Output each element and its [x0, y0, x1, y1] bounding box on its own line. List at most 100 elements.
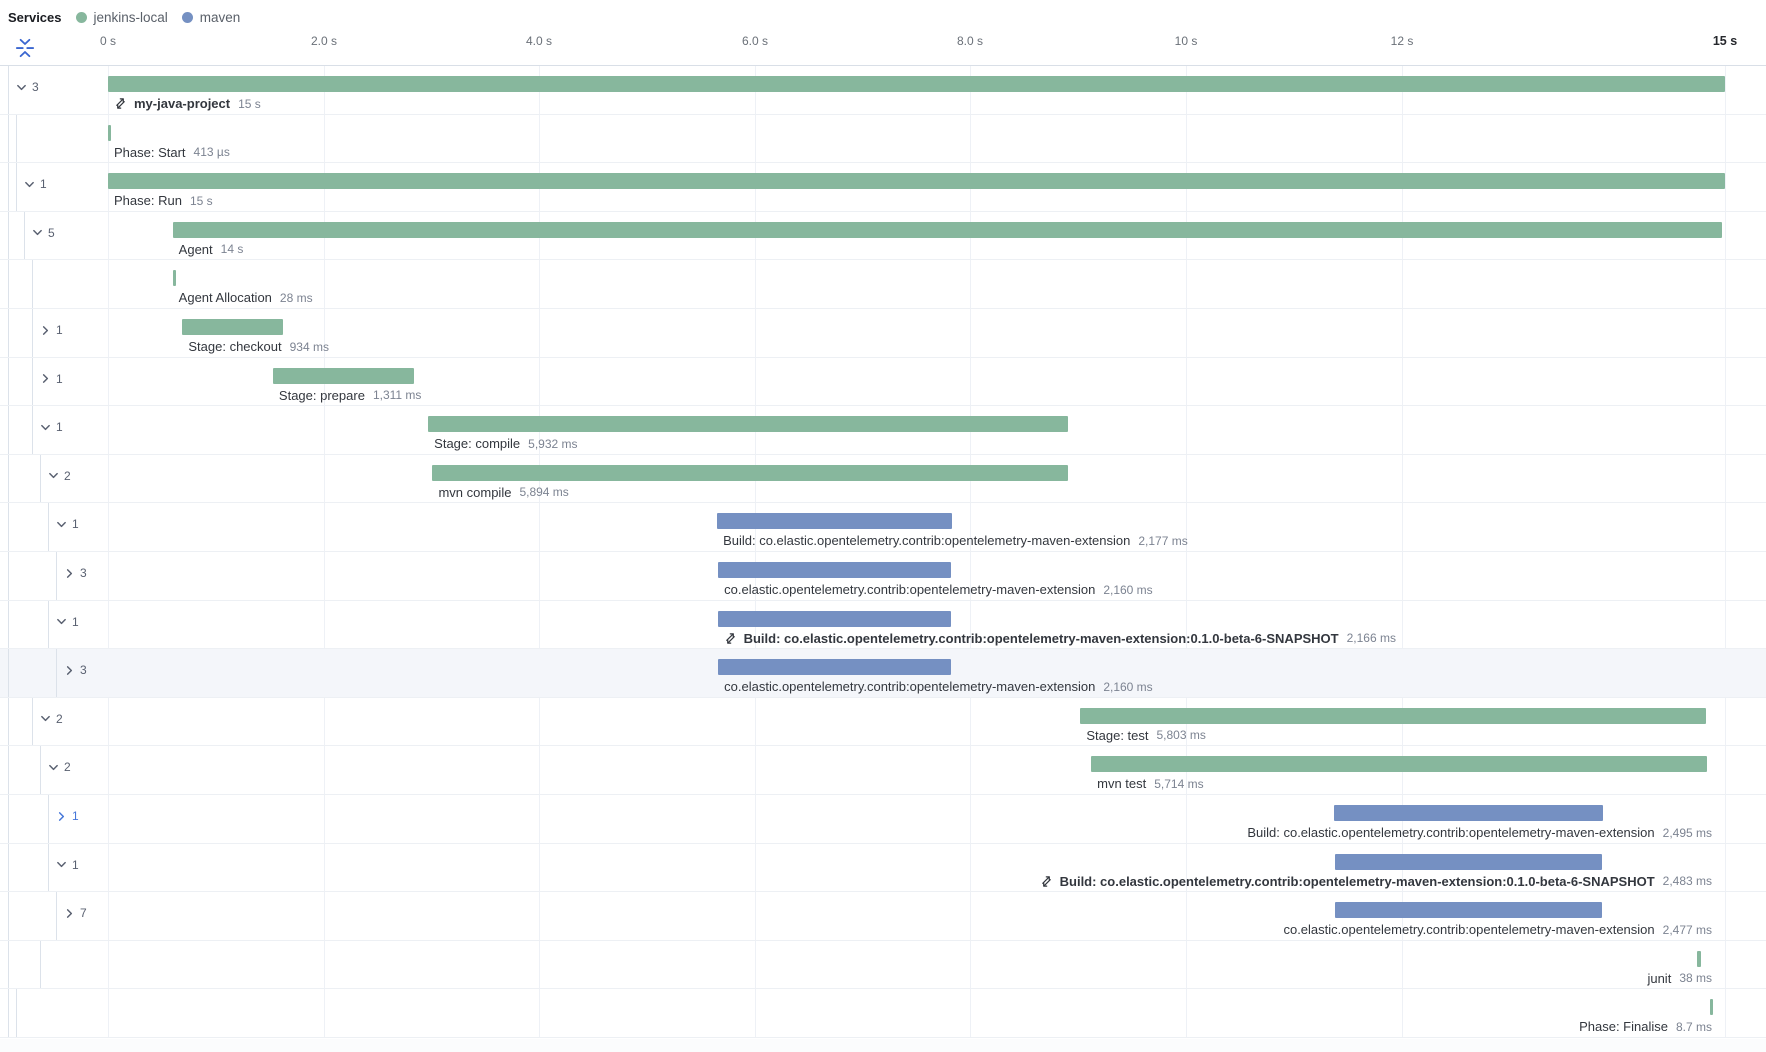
span-bar[interactable]: [717, 513, 952, 530]
collapse-children-button[interactable]: 1: [56, 615, 79, 629]
span-name: mvn compile: [438, 484, 512, 500]
span-bar[interactable]: [272, 367, 415, 384]
span-bar[interactable]: [1709, 999, 1713, 1016]
tree-indent-guide: [32, 309, 33, 357]
span-name: Phase: Finalise: [1579, 1019, 1668, 1035]
span-label: Stage: test 5,803 ms: [1086, 728, 1206, 743]
span-bar[interactable]: [108, 173, 1725, 190]
collapse-children-button[interactable]: 2: [40, 712, 63, 726]
tree-indent-guide: [48, 843, 49, 892]
waterfall-row[interactable]: 3 my-java-project 15 s: [0, 66, 1766, 115]
expand-children-button[interactable]: 1: [40, 372, 63, 386]
tree-indent-guide: [8, 211, 9, 260]
span-bar[interactable]: [108, 124, 111, 141]
span-name: junit: [1647, 970, 1672, 986]
span-bar[interactable]: [108, 76, 1725, 92]
span-duration: 5,894 ms: [519, 485, 569, 500]
span-label: co.elastic.opentelemetry.contrib:opentel…: [724, 679, 1153, 694]
collapse-children-button[interactable]: 3: [16, 80, 39, 94]
span-bar[interactable]: [172, 270, 176, 287]
timeline-gridline: [1725, 66, 1726, 1038]
timeline-gridline: [755, 66, 756, 1038]
span-bar[interactable]: [717, 610, 952, 627]
span-bar[interactable]: [1334, 853, 1603, 870]
waterfall-row[interactable]: 2 mvn test 5,714 ms: [0, 746, 1766, 795]
waterfall-row[interactable]: junit 38 ms: [0, 940, 1766, 990]
waterfall-row[interactable]: 1 Build: co.elastic.opentelemetry.contrib…: [0, 843, 1766, 893]
child-count: 3: [80, 566, 87, 580]
collapse-children-button[interactable]: 2: [48, 469, 71, 483]
collapse-children-button[interactable]: 2: [48, 760, 71, 774]
waterfall-row[interactable]: 5 Agent 14 s: [0, 211, 1766, 261]
expand-children-button[interactable]: 3: [64, 663, 87, 677]
span-label: Build: co.elastic.opentelemetry.contrib:…: [1040, 874, 1712, 889]
waterfall-row[interactable]: 1 Phase: Run 15 s: [0, 163, 1766, 212]
services-legend: Services jenkins-local maven: [8, 10, 240, 25]
waterfall-row[interactable]: 1 Stage: checkout 934 ms: [0, 309, 1766, 358]
tree-indent-guide: [40, 454, 41, 503]
span-name: Phase: Start: [114, 144, 186, 160]
waterfall-row[interactable]: 2 mvn compile 5,894 ms: [0, 454, 1766, 504]
span-label: my-java-project 15 s: [114, 96, 261, 111]
tree-indent-guide: [8, 649, 9, 697]
collapse-children-button[interactable]: 1: [56, 517, 79, 531]
waterfall-row[interactable]: 7 co.elastic.opentelemetry.contrib:opente…: [0, 892, 1766, 941]
span-duration: 2,477 ms: [1662, 922, 1712, 937]
waterfall-row[interactable]: 1 Stage: prepare 1,311 ms: [0, 357, 1766, 407]
span-bar[interactable]: [432, 464, 1068, 481]
span-bar[interactable]: [428, 416, 1068, 433]
horizontal-scrollbar-track[interactable]: [0, 1039, 1766, 1052]
waterfall-row[interactable]: 1 Build: co.elastic.opentelemetry.contrib…: [0, 795, 1766, 844]
timeline-gridline: [539, 66, 540, 1038]
expand-children-button[interactable]: 1: [56, 809, 79, 823]
expand-children-button[interactable]: 1: [40, 323, 63, 337]
transaction-icon: [724, 632, 737, 645]
collapse-children-button[interactable]: 1: [24, 177, 47, 191]
transaction-icon: [1040, 875, 1053, 888]
chevron-down-icon: [49, 764, 58, 770]
timeline-gridline: [1186, 66, 1187, 1038]
waterfall-row[interactable]: Phase: Start 413 µs: [0, 114, 1766, 164]
span-bar[interactable]: [1333, 805, 1603, 821]
span-duration: 934 ms: [289, 339, 329, 354]
waterfall-row[interactable]: 1 Build: co.elastic.opentelemetry.contrib…: [0, 503, 1766, 552]
chevron-right-icon: [58, 811, 65, 821]
expand-children-button[interactable]: 7: [64, 906, 87, 920]
collapse-children-button[interactable]: 1: [40, 420, 63, 434]
fold-all-button[interactable]: [14, 38, 36, 60]
tree-indent-guide: [32, 260, 33, 308]
span-bar[interactable]: [1696, 950, 1702, 967]
span-bar[interactable]: [718, 659, 951, 676]
expand-children-button[interactable]: 3: [64, 566, 87, 580]
waterfall-row[interactable]: 1 Stage: compile 5,932 ms: [0, 406, 1766, 455]
tree-indent-guide: [48, 503, 49, 551]
chevron-right-icon: [42, 325, 49, 335]
span-label: co.elastic.opentelemetry.contrib:opentel…: [724, 582, 1153, 597]
waterfall-row[interactable]: Phase: Finalise 8.7 ms: [0, 989, 1766, 1038]
waterfall-row[interactable]: 3 co.elastic.opentelemetry.contrib:opente…: [0, 649, 1766, 698]
span-bar[interactable]: [182, 319, 284, 335]
span-duration: 2,166 ms: [1346, 631, 1396, 646]
span-bar[interactable]: [718, 562, 951, 578]
span-bar[interactable]: [1080, 707, 1706, 724]
span-name: Stage: test: [1086, 727, 1149, 743]
waterfall-row[interactable]: 2 Stage: test 5,803 ms: [0, 697, 1766, 747]
tree-indent-guide: [32, 357, 33, 406]
chevron-down-icon: [57, 619, 66, 625]
waterfall-row[interactable]: Agent Allocation 28 ms: [0, 260, 1766, 309]
span-duration: 14 s: [220, 242, 244, 257]
tree-indent-guide: [8, 600, 9, 649]
child-count: 1: [72, 809, 79, 823]
span-label: Phase: Run 15 s: [114, 193, 213, 208]
tree-indent-guide: [16, 989, 17, 1037]
span-bar[interactable]: [1091, 756, 1708, 773]
tree-indent-guide: [8, 66, 9, 114]
collapse-children-button[interactable]: 1: [56, 858, 79, 872]
child-count: 1: [56, 420, 63, 435]
collapse-children-button[interactable]: 5: [32, 226, 55, 240]
waterfall-row[interactable]: 3 co.elastic.opentelemetry.contrib:opente…: [0, 552, 1766, 601]
span-bar[interactable]: [172, 221, 1722, 238]
waterfall-row[interactable]: 1 Build: co.elastic.opentelemetry.contrib…: [0, 600, 1766, 650]
span-bar[interactable]: [1334, 902, 1602, 919]
span-name: Stage: checkout: [188, 339, 282, 354]
